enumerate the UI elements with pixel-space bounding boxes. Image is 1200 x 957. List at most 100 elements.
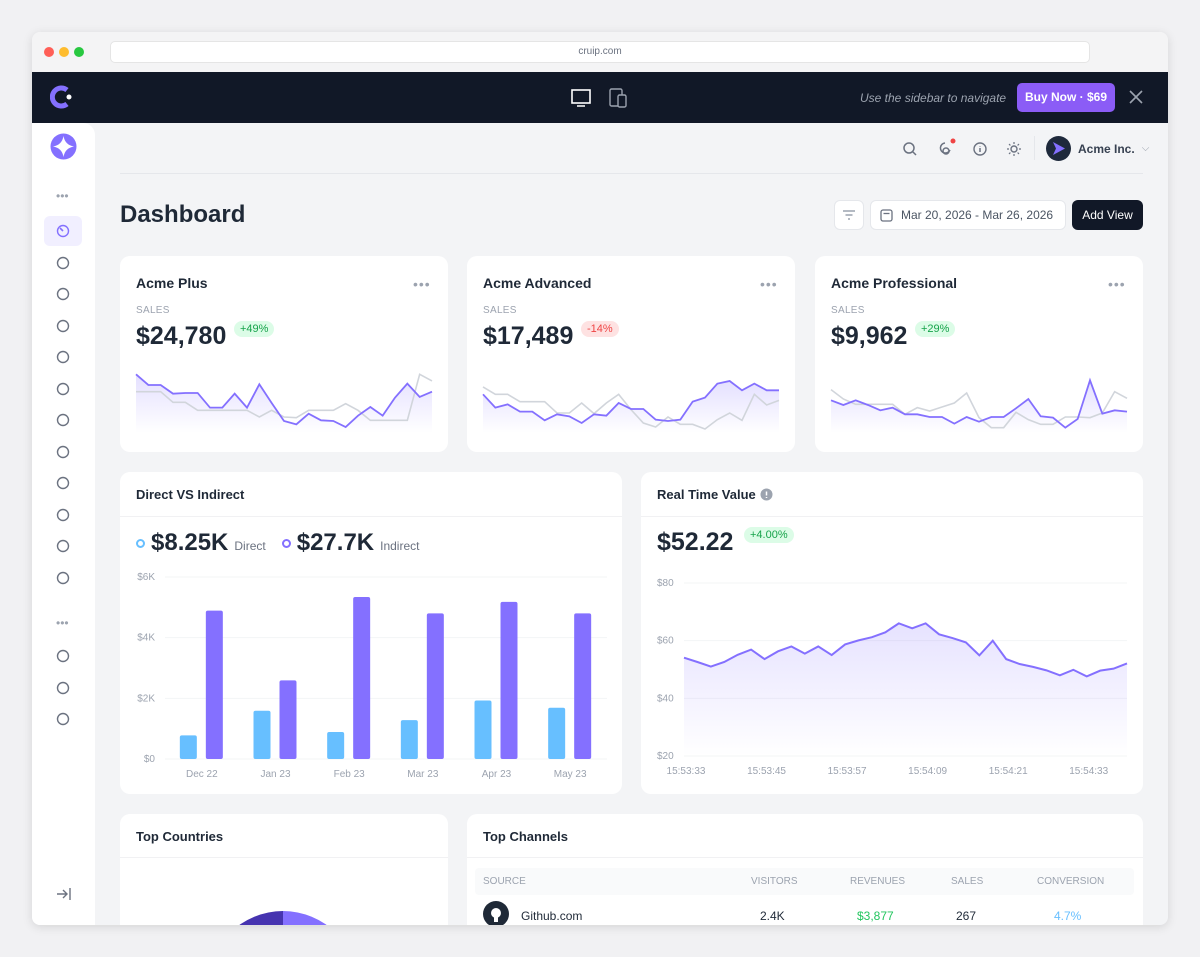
indirect-total: $27.7K [296,529,375,556]
bar-indirect[interactable] [353,597,371,759]
bar-indirect[interactable] [500,601,518,759]
notifications-icon[interactable] [936,138,956,158]
sparkline-area [831,380,1127,433]
sidebar-item-calendar[interactable] [44,468,82,498]
card-title: Direct VS Indirect [136,487,245,502]
sidebar: ••• ••• [32,123,95,925]
sidebar-item-compress[interactable] [44,279,82,309]
sales-line [482,380,779,425]
calendar-icon [880,208,893,222]
close-icon[interactable] [1129,90,1143,104]
bar-indirect[interactable] [426,613,444,759]
bar-direct[interactable] [548,707,566,759]
direct-label: Direct [234,539,266,553]
bar-direct[interactable] [253,710,271,759]
bar-chart: $0 $2K $4K $6K Dec 22 Jan 23 Feb 23 Mar 23 Apr 2… [137,572,607,780]
utility-icon [56,571,70,584]
sidebar-item-check[interactable] [44,641,82,671]
maximize-window-button[interactable] [74,47,84,57]
info-icon[interactable] [760,488,773,501]
divider [1034,136,1035,160]
bar-direct[interactable] [179,735,197,759]
sidebar-item-utility[interactable] [44,563,82,593]
sidebar-item-edit[interactable] [44,405,82,435]
x-tick-label: Feb 23 [334,769,366,780]
direct-vs-indirect-card: Direct VS Indirect $8.25K Direct $27.7K … [120,472,622,794]
date-range-picker[interactable]: Mar 20, 2026 - Mar 26, 2026 [870,200,1066,230]
real-time-value-card: Real Time Value $52.22 +4.00% $20 $40 $60 $… [641,472,1143,794]
more-options-icon[interactable]: ••• [413,276,431,292]
card-title: Top Countries [136,829,224,844]
y-tick-label: $2K [137,693,155,704]
bar-indirect[interactable] [574,613,592,759]
sidebar-item-tasks[interactable] [44,342,82,372]
sidebar-item-finance[interactable] [44,311,82,341]
donut-segment[interactable] [208,911,283,925]
x-tick-label: 15:54:09 [908,766,947,777]
sidebar-item-feather[interactable] [44,437,82,467]
bar-direct[interactable] [327,732,345,759]
change-badge: +4.00% [744,527,794,543]
account-menu[interactable]: Acme Inc. ⌵ [1046,136,1149,161]
card-title: Acme Plus [136,275,208,291]
sidebar-item-dashboard[interactable] [44,216,82,246]
search-icon[interactable] [902,141,918,157]
bar-indirect[interactable] [205,610,223,759]
feather-icon [56,445,70,458]
bar-direct[interactable] [400,720,418,759]
y-tick-label: $40 [657,693,674,704]
theme-toggle-icon[interactable] [1006,141,1022,157]
browser-window: cruip.com Use the sidebar to navigate Bu… [32,32,1168,925]
real-time-line-chart: $20 $40 $60 $80 15:53:33 15:53:45 15:53:57 15:5… [657,578,1128,777]
sales-label: SALES [136,305,170,316]
x-tick-label: 15:53:33 [667,766,706,777]
x-tick-label: 15:54:21 [989,766,1028,777]
top-countries-card: Top Countries [120,814,448,925]
close-window-button[interactable] [44,47,54,57]
real-time-value: $52.22 [657,528,734,556]
finance-icon [56,319,70,332]
minimize-window-button[interactable] [59,47,69,57]
divider [467,857,1143,858]
top-channels-card: Top Channels SOURCE VISITORS REVENUES SA… [467,814,1143,925]
visitors-value: 2.4K [760,909,785,923]
github-icon [483,901,509,925]
column-header: SOURCE [483,876,526,887]
indirect-label: Indirect [380,539,420,553]
x-tick-label: Dec 22 [186,769,218,780]
sidebar-item-layers[interactable] [44,704,82,734]
sparkline-chart [482,380,780,433]
bar-direct[interactable] [474,700,492,759]
sales-label: SALES [831,305,865,316]
info-icon[interactable] [972,141,988,157]
sidebar-item-target[interactable] [44,673,82,703]
more-options-icon[interactable]: ••• [760,276,778,292]
layers-icon [56,712,70,726]
hashtag-icon [56,508,70,521]
sidebar-item-settings[interactable] [44,531,82,561]
sidebar-item-hashtag[interactable] [44,500,82,530]
indirect-legend-marker [281,538,291,548]
sidebar-item-inbox[interactable] [44,374,82,404]
divider [120,516,622,517]
change-badge: +29% [915,321,956,337]
mobile-view-icon[interactable] [608,87,630,109]
url-bar[interactable]: cruip.com [110,41,1090,63]
target-icon [56,681,70,694]
chevron-down-icon: ⌵ [1141,143,1150,154]
date-range-value: Mar 20, 2026 - Mar 26, 2026 [901,208,1054,222]
bar-indirect[interactable] [279,680,297,759]
cruip-logo-icon [50,85,72,109]
sidebar-item-community[interactable] [44,248,82,278]
countries-donut-chart [208,911,358,925]
add-view-button[interactable]: Add View [1072,200,1143,230]
donut-segment[interactable] [283,911,358,925]
check-icon [56,649,70,663]
column-header: REVENUES [850,876,906,887]
filter-button[interactable] [834,200,864,230]
card-title: Real Time Value [657,487,756,502]
expand-sidebar-icon[interactable] [56,886,72,902]
more-options-icon[interactable]: ••• [1108,276,1126,292]
desktop-view-icon[interactable] [570,88,592,108]
buy-now-button[interactable]: Buy Now · $69 [1017,83,1115,112]
